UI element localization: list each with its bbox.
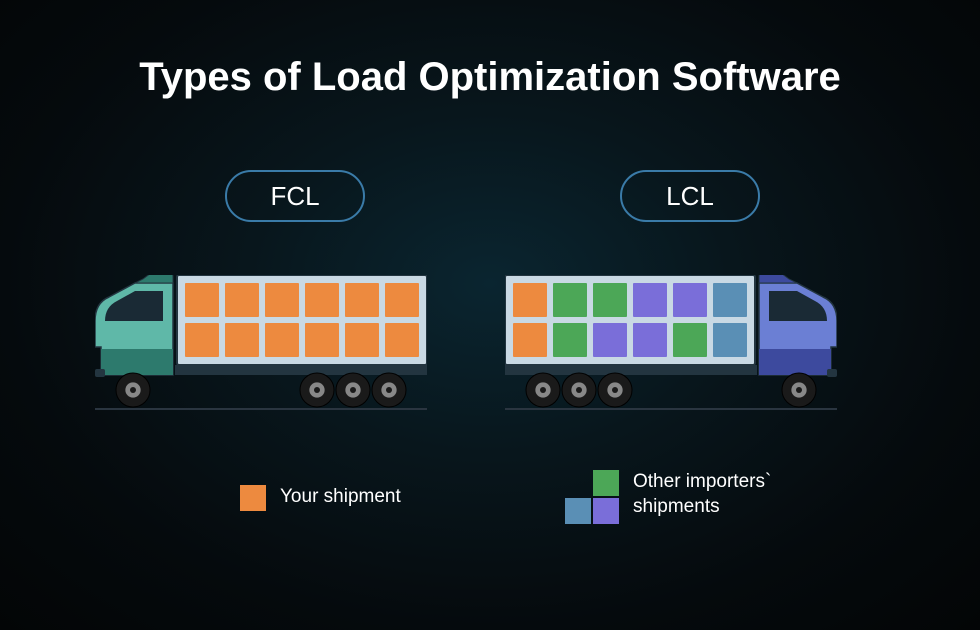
pill-fcl: FCL [225,170,365,222]
legend-right-text: Other importers`shipments [633,470,771,519]
legend-other-shipments: Other importers`shipments [565,470,771,524]
legend-swatch-cell [593,498,619,524]
legend-your-shipment: Your shipment [240,485,401,511]
legend-swatch-multi [565,470,619,524]
pill-lcl: LCL [620,170,760,222]
page-title: Types of Load Optimization Software [0,55,980,100]
legend-left-text: Your shipment [280,485,401,510]
truck-svg [95,275,427,419]
truck-svg [505,275,837,419]
legend-swatch-cell [565,498,591,524]
pill-fcl-label: FCL [270,181,319,212]
pill-lcl-label: LCL [666,181,714,212]
legend-swatch-cell [593,470,619,496]
truck-fcl [95,275,427,417]
legend-swatch-orange [240,485,266,511]
truck-lcl [505,275,837,417]
